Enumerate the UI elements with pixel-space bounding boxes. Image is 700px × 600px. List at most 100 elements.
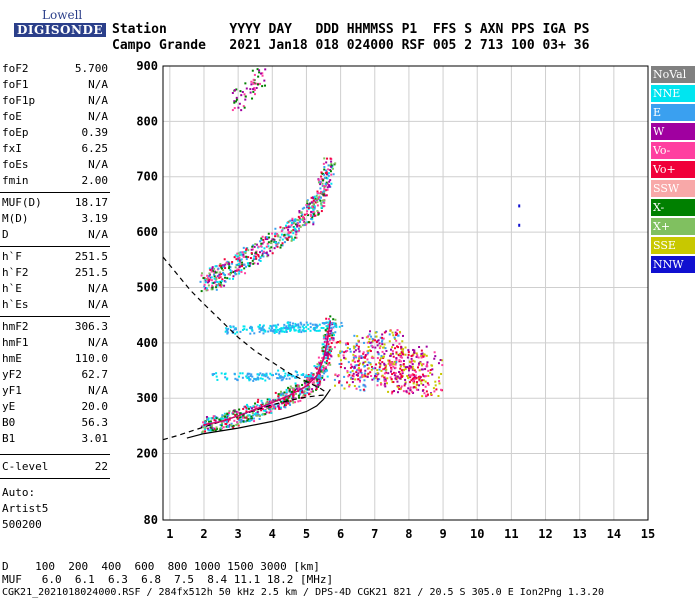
echo-point — [340, 362, 343, 365]
echo-point — [200, 274, 203, 277]
echo-point — [285, 237, 288, 240]
echo-point — [209, 424, 212, 427]
echo-point — [319, 183, 322, 186]
echo-point — [385, 365, 388, 368]
legend-item: NNE — [651, 85, 695, 102]
echo-point — [367, 351, 370, 354]
echo-point — [349, 371, 352, 374]
echo-point — [235, 258, 238, 261]
echo-point — [376, 380, 379, 383]
echo-point — [317, 385, 320, 388]
echo-point — [317, 361, 320, 364]
echo-point — [423, 353, 426, 356]
echo-point — [253, 378, 256, 381]
echo-point — [227, 411, 230, 414]
echo-point — [298, 211, 301, 214]
echo-point — [393, 363, 396, 366]
echo-point — [368, 333, 371, 336]
echo-point — [376, 373, 379, 376]
echo-point — [294, 223, 297, 226]
legend-item: SSE — [651, 237, 695, 254]
x-tick-label: 9 — [439, 527, 446, 541]
echo-point — [308, 386, 311, 389]
echo-point — [214, 429, 217, 432]
echo-point — [353, 350, 356, 353]
echo-point — [256, 373, 259, 376]
echo-point — [332, 326, 335, 329]
echo-point — [265, 252, 268, 255]
echo-point — [320, 210, 323, 213]
echo-point — [414, 370, 417, 373]
echo-point — [431, 373, 434, 376]
echo-point — [207, 284, 210, 287]
echo-point — [306, 205, 309, 208]
echo-point — [373, 374, 376, 377]
echo-point — [296, 386, 299, 389]
echo-point — [369, 363, 372, 366]
echo-point — [255, 86, 258, 89]
echo-point — [257, 413, 260, 416]
echo-point — [246, 405, 249, 408]
echo-point — [333, 346, 336, 349]
echo-point — [424, 375, 427, 378]
echo-point — [303, 382, 306, 385]
echo-point — [357, 378, 360, 381]
echo-point — [395, 361, 398, 364]
echo-point — [246, 372, 249, 375]
echo-point — [315, 194, 318, 197]
echo-point — [377, 339, 380, 342]
echo-point — [206, 277, 209, 280]
echo-point — [342, 354, 345, 357]
echo-point — [233, 372, 236, 375]
echo-point — [274, 227, 277, 230]
echo-point — [328, 339, 331, 342]
echo-point — [311, 211, 314, 214]
x-tick-label: 2 — [200, 527, 207, 541]
echo-point — [279, 390, 282, 393]
echo-point — [227, 420, 230, 423]
echo-point — [271, 403, 274, 406]
echo-point — [210, 417, 213, 420]
echo-point — [357, 367, 360, 370]
echo-point — [253, 262, 256, 265]
echo-point — [219, 419, 222, 422]
echo-point — [283, 391, 286, 394]
echo-point — [363, 356, 366, 359]
echo-point — [290, 392, 293, 395]
echo-point — [395, 357, 398, 360]
echo-point — [362, 351, 365, 354]
echo-point — [318, 362, 321, 365]
echo-point — [216, 427, 219, 430]
echo-point — [337, 374, 340, 377]
legend-item: X- — [651, 199, 695, 216]
echo-point — [240, 420, 243, 423]
echo-point — [211, 267, 214, 270]
y-tick-label: 80 — [144, 513, 158, 527]
echo-point — [383, 376, 386, 379]
echo-point — [285, 401, 288, 404]
echo-point — [266, 253, 269, 256]
echo-point — [414, 374, 417, 377]
echo-point — [418, 346, 421, 349]
echo-point — [258, 404, 261, 407]
echo-point — [243, 405, 246, 408]
x-tick-label: 7 — [371, 527, 378, 541]
echo-point — [286, 321, 289, 324]
echo-point — [313, 205, 316, 208]
echo-point — [395, 351, 398, 354]
echo-point — [220, 282, 223, 285]
echo-point — [400, 374, 403, 377]
param-row: yF1 N/A — [2, 384, 108, 400]
echo-point — [246, 419, 249, 422]
echo-point — [327, 324, 330, 327]
echo-point — [355, 342, 358, 345]
echo-point — [376, 351, 379, 354]
echo-point — [391, 350, 394, 353]
echo-point — [312, 381, 315, 384]
echo-point — [336, 375, 339, 378]
echo-point — [264, 68, 267, 71]
echo-point — [218, 283, 221, 286]
echo-point — [237, 411, 240, 414]
echo-point — [205, 287, 208, 290]
echo-point — [276, 243, 279, 246]
